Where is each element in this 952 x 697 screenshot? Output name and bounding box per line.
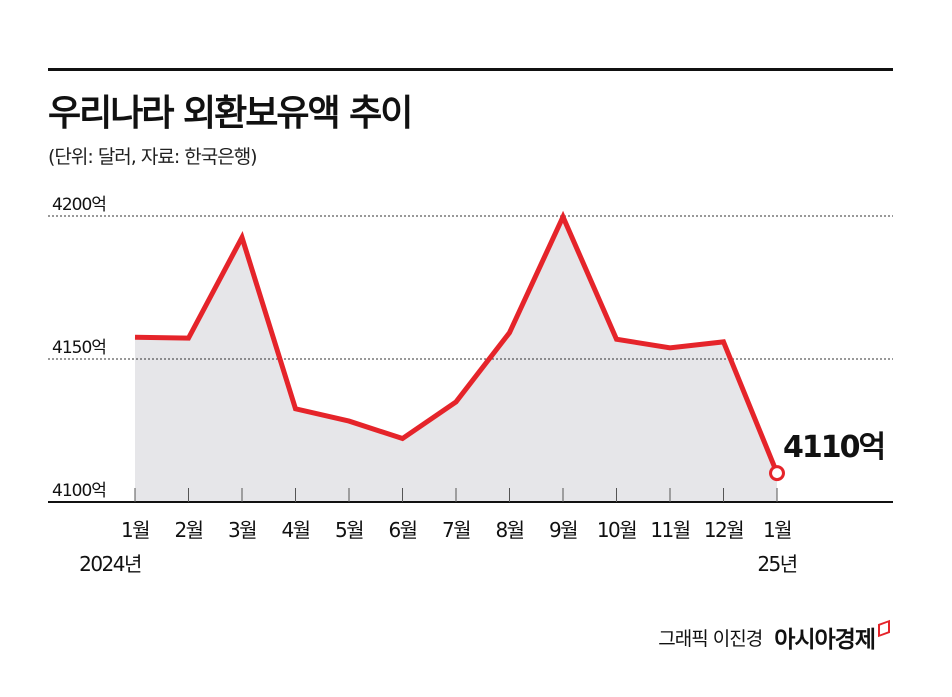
x-tick-label: 7월: [442, 518, 470, 542]
publisher-logo: 아시아경제: [774, 619, 890, 654]
x-tick-label: 3월: [228, 518, 256, 542]
y-tick-label: 4100억: [52, 481, 106, 501]
annotation-label: 4110억: [783, 430, 884, 465]
x-tick-label: 2월: [174, 518, 202, 542]
top-rule: [48, 68, 893, 71]
x-tick-label: 11월: [650, 518, 689, 542]
x-tick-label: 6월: [388, 518, 416, 542]
data-point-last: [769, 465, 785, 482]
x-tick-label: 4월: [281, 518, 309, 542]
x-tick-label: 1월: [121, 518, 149, 542]
chart-subtitle: (단위: 달러, 자료: 한국은행): [48, 146, 258, 168]
year-label: 2024년: [79, 552, 141, 576]
y-tick-label: 4150억: [52, 338, 106, 358]
graphic-credit: 그래픽 이진경: [658, 627, 763, 650]
x-tick-label: 1월: [763, 518, 791, 542]
area-fill: [135, 216, 777, 502]
credit: 그래픽 이진경 아시아경제: [658, 619, 890, 654]
logo-mark-icon: [878, 619, 890, 638]
y-tick-label: 4200억: [52, 195, 106, 215]
x-tick-label: 5월: [335, 518, 363, 542]
x-tick-label: 9월: [549, 518, 577, 542]
chart-title: 우리나라 외환보유액 추이: [48, 93, 413, 134]
x-tick-label: 8월: [495, 518, 523, 542]
x-tick-label: 12월: [704, 518, 743, 542]
x-tick-label: 10월: [597, 518, 636, 542]
year-label: 25년: [757, 552, 796, 576]
